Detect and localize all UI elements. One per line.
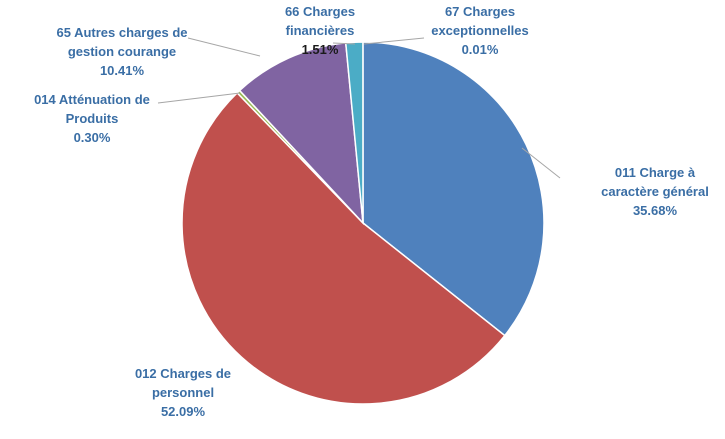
slice-name-label: 012 Charges de bbox=[135, 366, 231, 381]
slice-name-label: personnel bbox=[152, 385, 214, 400]
slice-name-label: 67 Charges bbox=[445, 4, 515, 19]
slice-name-label: 65 Autres charges de bbox=[56, 25, 187, 40]
slice-name-label: 014 Atténuation de bbox=[34, 92, 150, 107]
leader-line-3 bbox=[157, 92, 241, 104]
slice-value-label: 0.01% bbox=[462, 42, 499, 57]
slice-value-label: 1.51% bbox=[302, 42, 339, 57]
leader-lines bbox=[157, 37, 561, 179]
slice-name-label: caractère général bbox=[601, 184, 709, 199]
slice-name-label: Produits bbox=[66, 111, 119, 126]
leader-line-1 bbox=[521, 147, 561, 179]
slice-name-label: 66 Charges bbox=[285, 4, 355, 19]
leader-line-6 bbox=[363, 37, 425, 45]
slice-value-label: 52.09% bbox=[161, 404, 206, 419]
slice-name-label: gestion courange bbox=[68, 44, 176, 59]
leader-line-5 bbox=[332, 42, 356, 45]
leader-line-4 bbox=[187, 37, 261, 57]
slice-labels: 011 Charge à caractère général 35.68% 012 C… bbox=[34, 4, 709, 419]
pie-slice-2 bbox=[181, 91, 506, 405]
slice-name-label: financières bbox=[286, 23, 355, 38]
slice-value-label: 35.68% bbox=[633, 203, 678, 218]
slice-value-label: 10.41% bbox=[100, 63, 145, 78]
slice-label-1: 011 Charge à caractère général 35.68% bbox=[601, 165, 709, 218]
slice-label-6: 67 Charges exceptionnelles 0.01% bbox=[431, 4, 529, 57]
pie-slice-1 bbox=[362, 41, 545, 337]
slice-label-5: 66 Charges financières 1.51% bbox=[285, 4, 355, 57]
pie-slices bbox=[181, 41, 545, 405]
slice-label-2: 012 Charges de personnel 52.09% bbox=[135, 366, 231, 419]
slice-label-3: 014 Atténuation de Produits 0.30% bbox=[34, 92, 150, 145]
slice-label-4: 65 Autres charges de gestion courange 10.4… bbox=[56, 25, 187, 78]
slice-value-label: 0.30% bbox=[74, 130, 111, 145]
slice-name-label: exceptionnelles bbox=[431, 23, 529, 38]
slice-name-label: 011 Charge à bbox=[615, 165, 696, 180]
